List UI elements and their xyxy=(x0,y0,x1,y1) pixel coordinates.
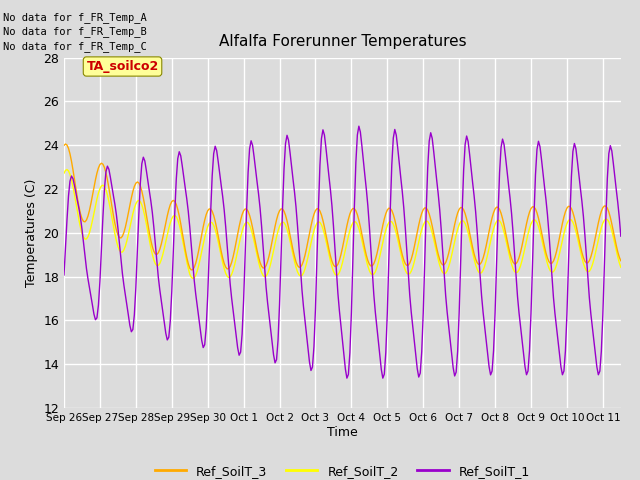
Ref_SoilT_3 xyxy=(213,225,221,231)
Ref_SoilT_2 xyxy=(570,223,578,229)
Ref_SoilT_1 xyxy=(617,233,625,239)
Ref_SoilT_3 xyxy=(60,143,68,148)
Ref_SoilT_3 xyxy=(154,250,162,256)
Line: Ref_SoilT_1: Ref_SoilT_1 xyxy=(64,126,621,378)
Ref_SoilT_1 xyxy=(153,259,161,264)
Ref_SoilT_1 xyxy=(612,187,620,193)
Line: Ref_SoilT_2: Ref_SoilT_2 xyxy=(64,169,621,278)
Y-axis label: Temperatures (C): Temperatures (C) xyxy=(25,179,38,287)
Title: Alfalfa Forerunner Temperatures: Alfalfa Forerunner Temperatures xyxy=(219,35,466,49)
Ref_SoilT_1 xyxy=(355,123,363,129)
Ref_SoilT_2 xyxy=(213,232,221,238)
Ref_SoilT_3 xyxy=(617,258,625,264)
Ref_SoilT_2 xyxy=(612,248,620,253)
Legend: Ref_SoilT_3, Ref_SoilT_2, Ref_SoilT_1: Ref_SoilT_3, Ref_SoilT_2, Ref_SoilT_1 xyxy=(150,460,535,480)
Ref_SoilT_1 xyxy=(570,141,578,146)
X-axis label: Time: Time xyxy=(327,426,358,439)
Text: No data for f_FR_Temp_B: No data for f_FR_Temp_B xyxy=(3,26,147,37)
Ref_SoilT_2 xyxy=(63,167,71,172)
Ref_SoilT_3 xyxy=(88,192,96,198)
Ref_SoilT_1 xyxy=(379,375,387,381)
Ref_SoilT_1 xyxy=(87,293,95,299)
Ref_SoilT_2 xyxy=(88,217,96,223)
Ref_SoilT_1 xyxy=(60,272,68,278)
Ref_SoilT_3 xyxy=(152,251,159,257)
Ref_SoilT_2 xyxy=(189,276,196,281)
Text: No data for f_FR_Temp_C: No data for f_FR_Temp_C xyxy=(3,41,147,52)
Ref_SoilT_3 xyxy=(61,141,69,147)
Ref_SoilT_2 xyxy=(152,261,159,266)
Ref_SoilT_2 xyxy=(60,170,68,176)
Ref_SoilT_3 xyxy=(188,267,195,273)
Ref_SoilT_1 xyxy=(150,224,157,230)
Line: Ref_SoilT_3: Ref_SoilT_3 xyxy=(64,144,621,270)
Ref_SoilT_3 xyxy=(612,243,620,249)
Ref_SoilT_1 xyxy=(210,151,218,156)
Ref_SoilT_3 xyxy=(570,215,578,221)
Text: TA_soilco2: TA_soilco2 xyxy=(86,60,159,73)
Ref_SoilT_2 xyxy=(617,264,625,270)
Text: No data for f_FR_Temp_A: No data for f_FR_Temp_A xyxy=(3,12,147,23)
Ref_SoilT_2 xyxy=(154,263,162,268)
